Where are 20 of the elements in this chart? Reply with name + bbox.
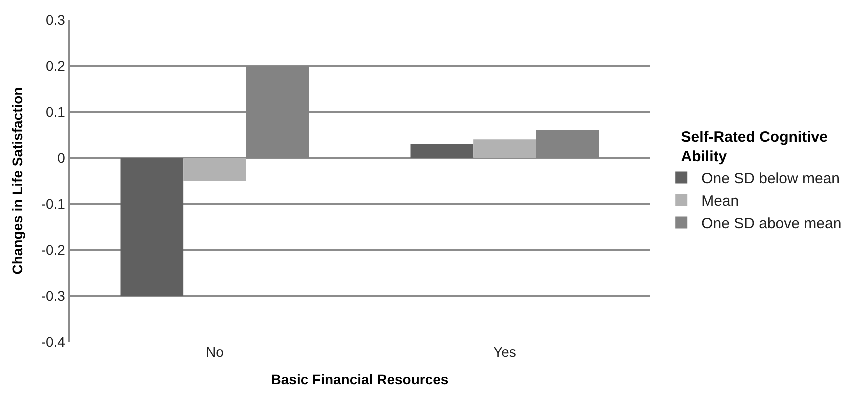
legend-label: One SD below mean (702, 170, 840, 188)
y-tick-label: -0.3 (41, 288, 66, 304)
y-tick-label: 0.2 (46, 58, 66, 74)
legend-label: Mean (702, 193, 740, 210)
x-tick-label: No (206, 344, 224, 360)
bar (184, 158, 246, 181)
y-tick-label: 0.3 (46, 12, 66, 28)
y-tick-label: -0.2 (41, 242, 66, 258)
x-axis-title: Basic Financial Resources (271, 371, 449, 388)
y-tick-label: -0.1 (41, 196, 66, 212)
y-axis-title: Changes in Life Satisfaction (9, 87, 26, 275)
y-tick-label: -0.4 (41, 334, 66, 350)
y-tick-label: 0 (58, 150, 66, 166)
y-tick-label: 0.1 (46, 104, 66, 120)
bar (120, 158, 184, 296)
x-tick-label: Yes (494, 344, 516, 360)
bar (410, 144, 474, 158)
legend-label: One SD above mean (702, 216, 842, 233)
bar (474, 140, 536, 158)
legend-title: Self-Rated Cognitive Ability (681, 129, 828, 166)
